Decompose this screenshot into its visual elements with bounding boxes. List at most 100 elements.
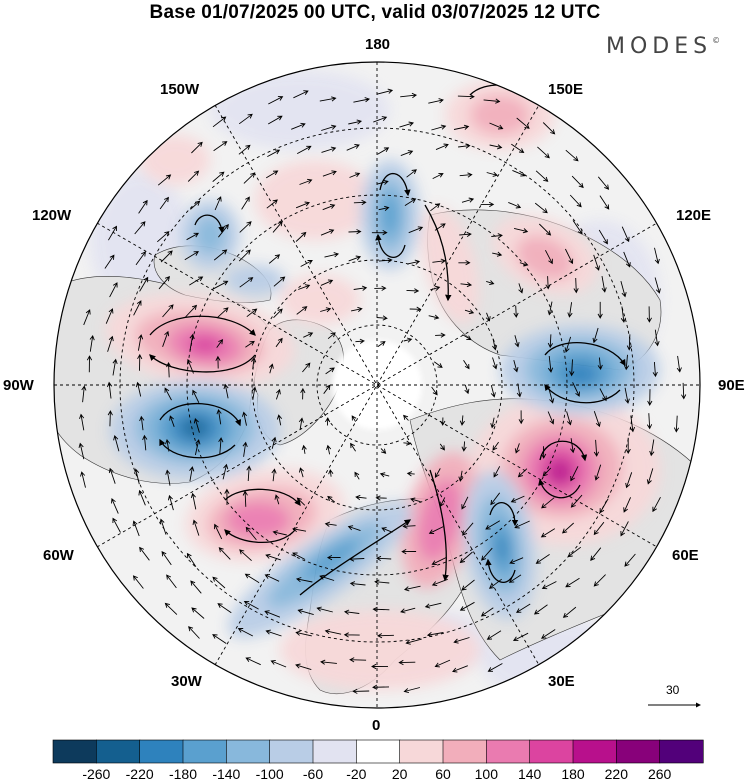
colorbar-label: -100 <box>255 766 284 782</box>
wind-vector <box>246 308 258 318</box>
wind-vector <box>246 465 252 482</box>
wind-vector <box>490 492 501 506</box>
wind-vector <box>348 119 363 125</box>
label-90w: 90W <box>3 377 34 394</box>
wind-vector <box>566 411 572 426</box>
label-30e: 30E <box>548 673 575 690</box>
wind-vector <box>190 492 197 510</box>
colorbar-swatch <box>442 739 487 764</box>
wind-vector <box>403 414 409 421</box>
wind-vector <box>301 444 307 454</box>
wind-vector <box>320 279 334 286</box>
wind-vector <box>348 255 362 262</box>
wind-vector <box>432 172 444 180</box>
wind-vector <box>480 201 495 208</box>
wind-vector <box>620 521 629 537</box>
wind-vector <box>593 521 605 536</box>
wind-vector <box>453 124 470 130</box>
wind-vector <box>298 284 311 290</box>
wind-vector <box>78 442 85 460</box>
wind-vector <box>374 579 390 585</box>
wind-vector <box>239 549 252 562</box>
wind-vector <box>565 149 579 162</box>
wind-vector <box>399 121 414 128</box>
wind-vector <box>406 471 415 477</box>
colorbar-label: 180 <box>561 766 585 782</box>
wind-vector <box>453 637 470 644</box>
wind-vector <box>297 608 314 616</box>
colorbar-swatch <box>269 739 314 764</box>
colorbar-swatch <box>616 739 661 764</box>
wind-vector <box>464 309 475 315</box>
wind-vector <box>244 573 260 584</box>
wind-vector <box>459 172 473 178</box>
wind-vector <box>106 381 113 399</box>
wind-vector <box>489 122 504 130</box>
wind-vector <box>266 199 278 209</box>
wind-vector <box>599 195 610 210</box>
wind-vector <box>213 141 228 152</box>
wind-vector <box>570 438 576 454</box>
wind-vector <box>112 517 121 533</box>
colorbar-swatch <box>659 739 704 764</box>
wind-vector <box>430 285 441 291</box>
wind-vector <box>251 357 257 370</box>
wind-vector <box>216 408 222 425</box>
wind-vector <box>374 285 387 291</box>
wind-vector <box>485 520 501 530</box>
wind-vector <box>268 96 284 105</box>
wind-vector <box>324 521 337 527</box>
wind-vector <box>245 340 255 348</box>
colorbar-swatch <box>399 739 444 764</box>
wind-vector <box>375 495 387 501</box>
wind-vector <box>264 574 280 582</box>
wind-vector <box>590 547 602 561</box>
wind-vector <box>164 387 172 401</box>
wind-vector <box>132 575 144 589</box>
wind-vector <box>649 439 655 457</box>
wind-vector <box>272 530 287 536</box>
wind-vector <box>593 439 600 457</box>
wind-vector <box>267 115 283 125</box>
wind-vector <box>518 283 524 294</box>
wind-vector <box>191 141 203 154</box>
colorbar-swatch <box>226 739 271 764</box>
colorbar-label: -180 <box>168 766 198 782</box>
wind-vector <box>320 307 332 313</box>
wind-vector <box>624 387 630 404</box>
wind-vector <box>372 684 390 690</box>
wind-vector <box>488 578 502 589</box>
wind-vector <box>139 415 145 431</box>
wind-vector <box>403 337 413 343</box>
wind-vector <box>646 413 653 430</box>
wind-vector <box>133 300 142 316</box>
wind-vector <box>274 494 280 505</box>
wind-vector <box>159 196 169 210</box>
wind-vector <box>400 150 414 157</box>
wind-vector <box>242 490 248 507</box>
wind-vector <box>343 632 360 638</box>
wind-vector <box>492 357 498 370</box>
wind-vector <box>347 525 361 532</box>
map-border <box>53 61 701 709</box>
map-disk <box>54 62 700 708</box>
wind-vector <box>192 519 200 536</box>
wind-vector <box>349 172 361 178</box>
wind-vector <box>109 282 118 298</box>
wind-vector <box>431 557 447 565</box>
wind-vector <box>537 146 550 159</box>
wind-vector <box>459 601 475 611</box>
wind-vector <box>107 335 114 352</box>
wind-vector <box>321 146 337 153</box>
wind-vector <box>480 607 494 617</box>
wind-vector <box>222 463 229 480</box>
wind-vector <box>598 229 608 245</box>
wind-vector <box>351 415 357 422</box>
wind-vector <box>623 251 631 268</box>
wind-vector <box>157 174 172 186</box>
wind-vector <box>185 304 198 318</box>
colorbar <box>52 739 704 764</box>
wind-vector <box>241 411 248 426</box>
wind-vector <box>461 579 475 591</box>
wind-vector <box>381 527 393 533</box>
